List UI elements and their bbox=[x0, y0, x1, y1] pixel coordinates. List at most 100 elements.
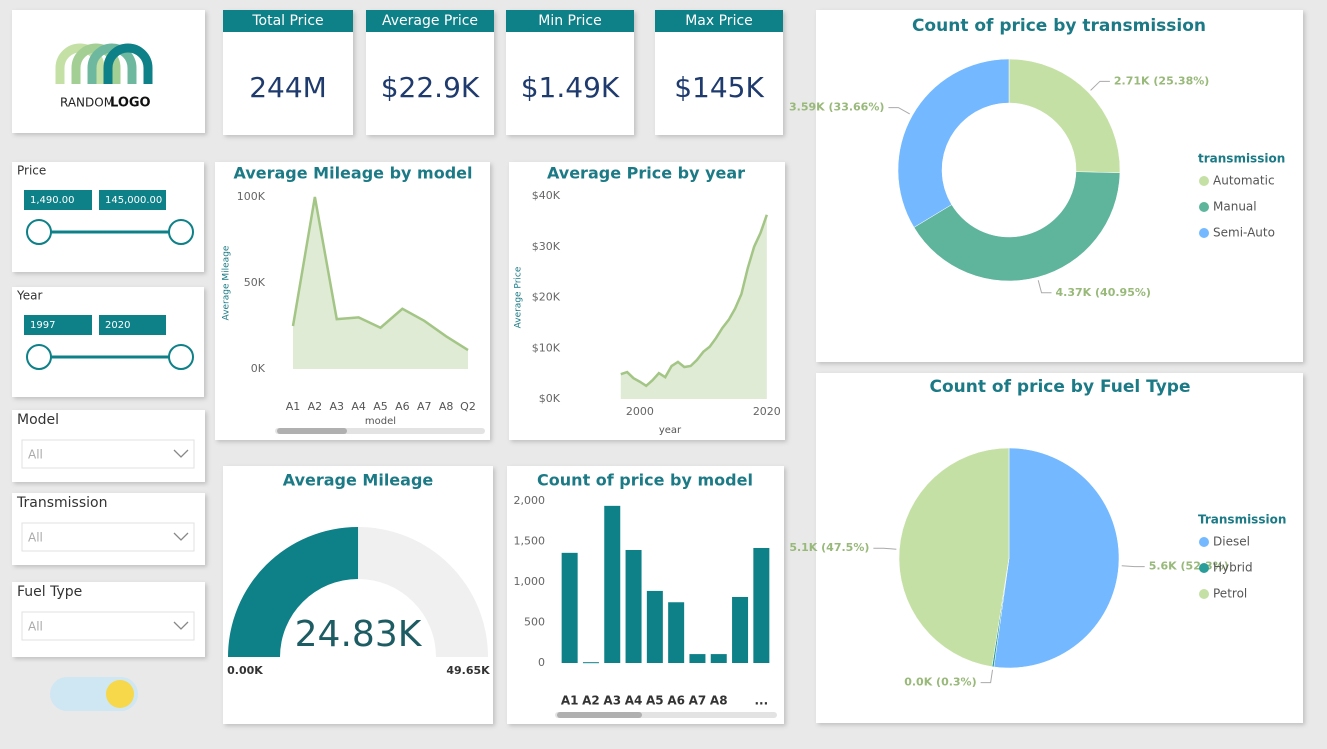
kpi-value: $1.49K bbox=[521, 71, 620, 104]
legend-label: Manual bbox=[1213, 200, 1257, 214]
y-tick-label: 1,000 bbox=[514, 575, 546, 588]
y-axis-label: Average Mileage bbox=[222, 245, 232, 320]
legend-label: Diesel bbox=[1213, 535, 1250, 549]
legend-marker bbox=[1199, 563, 1209, 573]
kpi-header bbox=[223, 10, 353, 32]
dropdown[interactable] bbox=[21, 439, 195, 469]
x-tick-label: A7 bbox=[417, 400, 432, 413]
y-tick-label: 50K bbox=[244, 276, 266, 289]
x-tick-label: A6 bbox=[395, 400, 410, 413]
x-tick-label: A5 bbox=[373, 400, 388, 413]
card bbox=[215, 162, 490, 440]
slice bbox=[1008, 58, 1121, 174]
area-fill bbox=[620, 214, 767, 399]
x-tick-label: A3 bbox=[603, 694, 621, 708]
line bbox=[291, 196, 469, 352]
card bbox=[507, 466, 784, 724]
legend-title: transmission bbox=[1198, 152, 1285, 166]
y-tick-label: $20K bbox=[532, 291, 561, 304]
y-tick-label: 1,500 bbox=[514, 535, 546, 548]
legend-label: Hybrid bbox=[1213, 561, 1253, 575]
dropdown-label: Model bbox=[17, 412, 59, 428]
y-tick-label: $10K bbox=[532, 341, 561, 354]
scroll-thumb bbox=[557, 712, 642, 718]
y-tick-label: 0 bbox=[538, 656, 545, 669]
legend-marker bbox=[1199, 589, 1209, 599]
slider-handle[interactable] bbox=[168, 344, 194, 370]
legend-title: Transmission bbox=[1198, 513, 1286, 527]
slicer-input bbox=[99, 315, 166, 335]
y-tick-label: 500 bbox=[524, 616, 545, 629]
data-label: 2.71K (25.38%) bbox=[1114, 74, 1209, 87]
slice bbox=[993, 447, 1120, 669]
kpi-header bbox=[655, 10, 783, 32]
legend-marker bbox=[1199, 228, 1209, 238]
kpi-value: 244M bbox=[249, 71, 327, 104]
gauge-label: 24.83K bbox=[295, 614, 423, 655]
slicer-from: 1997 bbox=[30, 320, 55, 331]
chevron bbox=[173, 449, 189, 458]
bar bbox=[753, 547, 770, 663]
slice bbox=[913, 171, 1121, 282]
x-tick-label: 2020 bbox=[753, 405, 781, 418]
dropdown-value: All bbox=[28, 448, 43, 462]
x-tick-label: A4 bbox=[625, 694, 643, 708]
card bbox=[12, 162, 204, 272]
x-tick-label: A6 bbox=[667, 694, 685, 708]
logo-text: RANDOM bbox=[60, 96, 114, 110]
slicer-label: Year bbox=[16, 289, 42, 303]
legend-label: Automatic bbox=[1213, 174, 1275, 188]
y-tick-label: 2,000 bbox=[514, 494, 546, 507]
kpi-title: Average Price bbox=[382, 13, 478, 29]
toggle[interactable] bbox=[50, 677, 138, 711]
dropdown[interactable] bbox=[21, 522, 195, 552]
slider-handle[interactable] bbox=[26, 344, 52, 370]
legend-marker bbox=[1199, 537, 1209, 547]
data-label: 3.59K (33.66%) bbox=[789, 101, 884, 114]
chart-title: Count of price by Fuel Type bbox=[930, 377, 1191, 397]
kpi-header bbox=[366, 10, 494, 32]
slicer-input bbox=[99, 190, 166, 210]
leader-line bbox=[1121, 565, 1145, 568]
scroll-thumb bbox=[277, 428, 347, 434]
x-tick-label: A7 bbox=[689, 694, 707, 708]
kpi-header bbox=[506, 10, 634, 32]
kpi-title: Min Price bbox=[538, 13, 601, 29]
x-tick-label: 2000 bbox=[626, 405, 654, 418]
gauge-value bbox=[228, 527, 359, 657]
x-tick-label: A1 bbox=[561, 694, 579, 708]
slider-handle[interactable] bbox=[168, 219, 194, 245]
dropdown-value: All bbox=[28, 531, 43, 545]
card bbox=[816, 10, 1303, 362]
chevron bbox=[173, 621, 189, 630]
dropdown-value: All bbox=[28, 620, 43, 634]
dropdown[interactable] bbox=[21, 611, 195, 641]
leader-line bbox=[1090, 80, 1110, 91]
logo-card bbox=[12, 10, 205, 133]
x-axis-label: model bbox=[365, 416, 396, 427]
chart-title: Count of price by transmission bbox=[912, 16, 1206, 36]
legend-marker bbox=[1199, 176, 1209, 186]
bar bbox=[625, 550, 642, 663]
x-tick-label: A5 bbox=[646, 694, 664, 708]
kpi-title: Total Price bbox=[251, 13, 323, 29]
bar bbox=[646, 590, 663, 663]
slicer-to: 145,000.00 bbox=[105, 195, 162, 206]
slider-handle[interactable] bbox=[26, 219, 52, 245]
leader-line bbox=[873, 547, 897, 550]
data-label: 4.37K (40.95%) bbox=[1056, 286, 1151, 299]
dropdown-label: Transmission bbox=[16, 495, 107, 511]
slicer-label: Price bbox=[17, 164, 46, 178]
slicer-from: 1,490.00 bbox=[30, 195, 75, 206]
x-tick-label: A8 bbox=[439, 400, 454, 413]
chart-title: Average Price by year bbox=[547, 164, 745, 183]
chart-title: Count of price by model bbox=[537, 471, 753, 490]
chart-title: Average Mileage by model bbox=[234, 164, 473, 183]
x-tick-label: A2 bbox=[582, 694, 600, 708]
dropdown-label: Fuel Type bbox=[17, 584, 82, 600]
bar bbox=[732, 596, 749, 663]
y-axis-label: Average Price bbox=[514, 266, 524, 328]
slice bbox=[898, 447, 1010, 667]
legend-marker bbox=[1199, 202, 1209, 212]
